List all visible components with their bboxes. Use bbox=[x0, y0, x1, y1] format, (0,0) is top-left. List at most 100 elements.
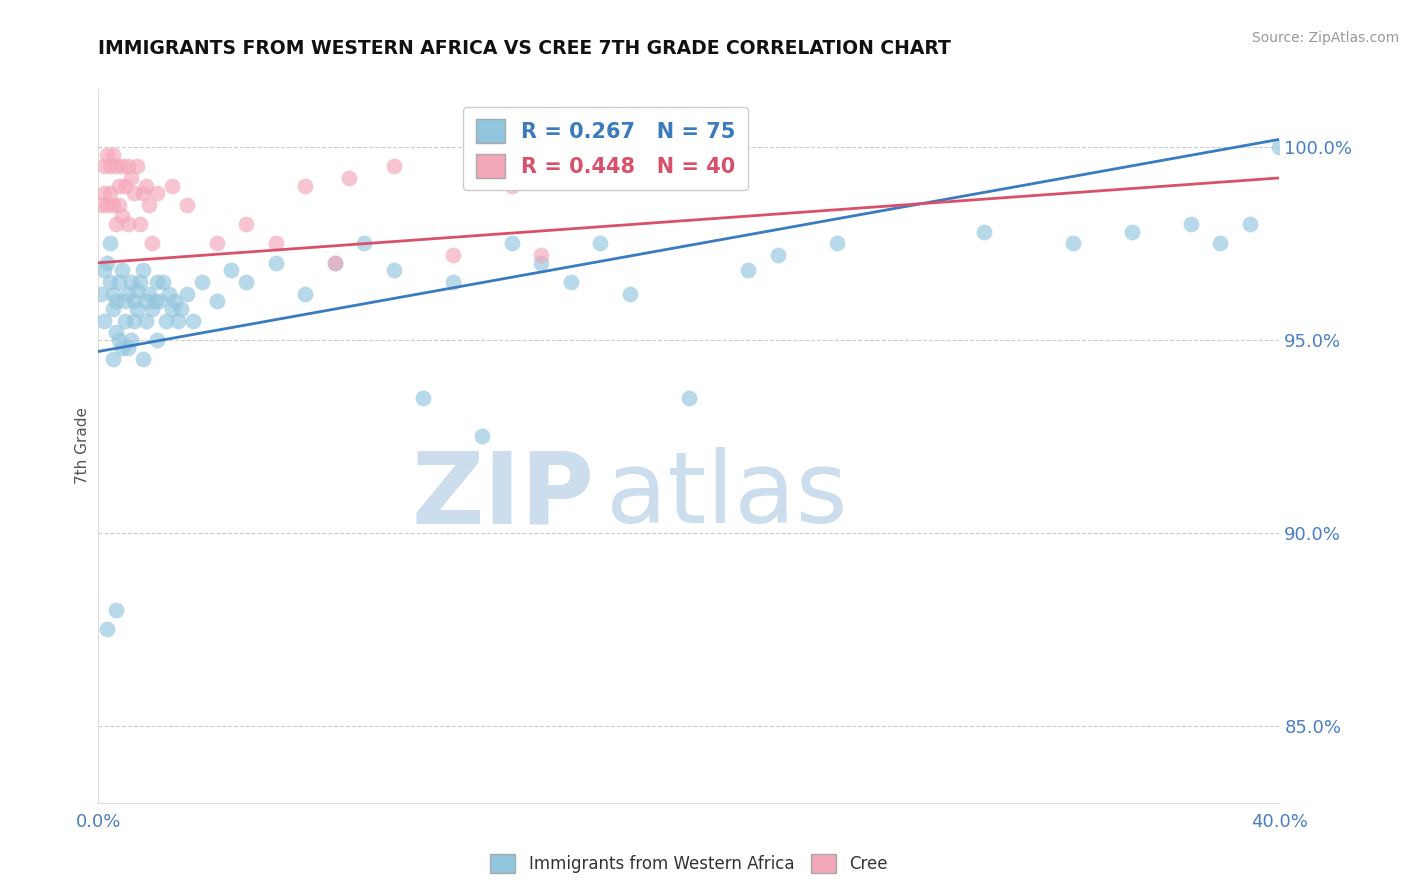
Point bbox=[167, 313, 190, 327]
Point bbox=[382, 159, 405, 173]
Point bbox=[108, 178, 131, 193]
Point bbox=[678, 391, 700, 405]
Point bbox=[117, 159, 139, 173]
Point bbox=[155, 313, 177, 327]
Point bbox=[117, 341, 139, 355]
Point bbox=[98, 275, 121, 289]
Point bbox=[103, 198, 125, 212]
Point bbox=[181, 313, 204, 327]
Point bbox=[96, 256, 118, 270]
Point bbox=[1180, 217, 1202, 231]
Point bbox=[766, 248, 789, 262]
Point bbox=[353, 236, 375, 251]
Point bbox=[205, 294, 228, 309]
Point bbox=[117, 217, 139, 231]
Point bbox=[235, 217, 257, 231]
Point bbox=[294, 178, 316, 193]
Point bbox=[103, 352, 125, 367]
Point bbox=[1121, 225, 1143, 239]
Text: atlas: atlas bbox=[606, 448, 848, 544]
Text: Source: ZipAtlas.com: Source: ZipAtlas.com bbox=[1251, 31, 1399, 45]
Point bbox=[146, 333, 169, 347]
Point bbox=[111, 341, 134, 355]
Point bbox=[382, 263, 405, 277]
Point bbox=[589, 236, 612, 251]
Point bbox=[93, 313, 115, 327]
Point bbox=[162, 301, 183, 316]
Point bbox=[339, 170, 360, 185]
Point bbox=[135, 178, 157, 193]
Point bbox=[1209, 236, 1232, 251]
Point bbox=[98, 159, 121, 173]
Point bbox=[122, 294, 145, 309]
Point bbox=[132, 186, 155, 201]
Point bbox=[323, 256, 346, 270]
Point bbox=[111, 159, 134, 173]
Point bbox=[125, 283, 148, 297]
Point bbox=[93, 186, 115, 201]
Point bbox=[1268, 140, 1291, 154]
Point bbox=[560, 275, 582, 289]
Point bbox=[105, 603, 128, 617]
Point bbox=[103, 286, 125, 301]
Point bbox=[323, 256, 346, 270]
Point bbox=[98, 236, 121, 251]
Point bbox=[96, 622, 118, 636]
Point bbox=[170, 301, 193, 316]
Point bbox=[105, 294, 128, 309]
Point bbox=[96, 148, 118, 162]
Point bbox=[114, 294, 136, 309]
Point bbox=[264, 236, 287, 251]
Point bbox=[176, 286, 198, 301]
Point bbox=[105, 325, 128, 339]
Point bbox=[146, 186, 169, 201]
Point bbox=[165, 294, 187, 309]
Point bbox=[114, 178, 136, 193]
Point bbox=[141, 236, 163, 251]
Point bbox=[135, 313, 157, 327]
Point bbox=[471, 429, 494, 443]
Point bbox=[973, 225, 995, 239]
Point bbox=[103, 148, 125, 162]
Point bbox=[138, 286, 160, 301]
Point bbox=[162, 178, 183, 193]
Point bbox=[530, 256, 553, 270]
Point bbox=[205, 236, 228, 251]
Point bbox=[128, 217, 150, 231]
Point bbox=[120, 275, 142, 289]
Point bbox=[264, 256, 287, 270]
Point bbox=[105, 159, 128, 173]
Point bbox=[157, 286, 180, 301]
Legend: Immigrants from Western Africa, Cree: Immigrants from Western Africa, Cree bbox=[484, 847, 894, 880]
Point bbox=[191, 275, 214, 289]
Point bbox=[825, 236, 848, 251]
Point bbox=[1239, 217, 1261, 231]
Point bbox=[143, 294, 166, 309]
Point bbox=[122, 313, 145, 327]
Point bbox=[117, 286, 139, 301]
Point bbox=[235, 275, 257, 289]
Point bbox=[619, 286, 641, 301]
Point bbox=[138, 198, 160, 212]
Point bbox=[96, 198, 118, 212]
Point bbox=[108, 275, 131, 289]
Point bbox=[530, 248, 553, 262]
Text: IMMIGRANTS FROM WESTERN AFRICA VS CREE 7TH GRADE CORRELATION CHART: IMMIGRANTS FROM WESTERN AFRICA VS CREE 7… bbox=[98, 39, 952, 58]
Point bbox=[111, 263, 134, 277]
Point bbox=[737, 263, 759, 277]
Point bbox=[108, 198, 131, 212]
Point bbox=[125, 159, 148, 173]
Text: ZIP: ZIP bbox=[412, 448, 595, 544]
Point bbox=[152, 275, 174, 289]
Point bbox=[141, 301, 163, 316]
Point bbox=[441, 248, 464, 262]
Point bbox=[149, 294, 172, 309]
Point bbox=[114, 313, 136, 327]
Point bbox=[111, 210, 134, 224]
Point bbox=[221, 263, 243, 277]
Point bbox=[1062, 236, 1084, 251]
Point bbox=[176, 198, 198, 212]
Point bbox=[103, 301, 125, 316]
Point bbox=[90, 286, 112, 301]
Point bbox=[501, 178, 523, 193]
